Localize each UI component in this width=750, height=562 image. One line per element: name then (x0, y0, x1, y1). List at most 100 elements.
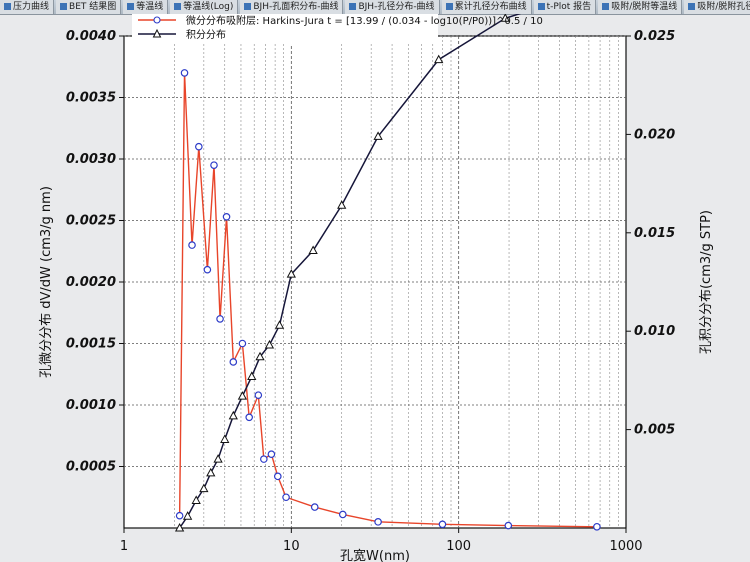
data-point (245, 413, 253, 422)
data-point (199, 483, 209, 493)
data-point (504, 521, 513, 530)
data-point (195, 142, 203, 151)
chart-icon (537, 3, 545, 10)
data-point (374, 518, 382, 526)
tick-labels: 0.0005 0.0010 0.0015 0.0020 0.0025 0.0030 0.00… (66, 29, 675, 554)
data-point (274, 320, 285, 329)
chart: 0.0005 0.0010 0.0015 0.0020 0.0025 0.0030 0.00… (39, 14, 714, 562)
data-point (238, 339, 247, 348)
tab-label: BJH-孔面积分布-曲线 (253, 2, 339, 12)
y-right-tick-label: 0.015 (634, 226, 675, 241)
chart-icon (244, 3, 252, 10)
legend-marker (153, 16, 161, 24)
data-point (286, 269, 296, 278)
legend-box (132, 14, 438, 44)
tab-label: t-Plot 报告 (546, 2, 592, 12)
data-point (593, 522, 601, 531)
tab-bar: 压力曲线 BET 结果图 等温线 等温线(Log) BJH-孔面积分布-曲线 BJH-孔径… (0, 0, 750, 15)
y-left-tick-label: 0.0015 (66, 337, 116, 352)
data-point (247, 371, 257, 380)
data-point (191, 495, 201, 504)
data-point (228, 410, 238, 420)
y-left-tick-label: 0.0025 (66, 214, 116, 229)
y-left-tick-label: 0.0020 (66, 275, 116, 290)
y-left-tick-label: 0.0010 (66, 398, 116, 413)
chart-icon (445, 3, 453, 10)
data-point (373, 131, 383, 140)
x-tick-label: 1000 (609, 539, 642, 554)
data-point (264, 339, 275, 349)
data-point (182, 511, 193, 520)
data-point (237, 391, 248, 400)
chart-icon (349, 3, 357, 10)
data-point (282, 493, 290, 502)
tab-label: 压力曲线 (13, 2, 50, 12)
tab-item[interactable]: t-Plot 报告 (533, 0, 597, 14)
data-point (222, 213, 231, 221)
data-point (180, 69, 189, 77)
tab-label: 吸附/脱附孔径分布 (697, 2, 750, 12)
tab-item[interactable]: 等温线(Log) (170, 0, 239, 14)
data-point (188, 241, 196, 249)
y-right-tick-label: 0.010 (634, 324, 675, 339)
legend-label: 积分分布 (186, 29, 226, 41)
series-line (178, 72, 597, 528)
chart-icon (127, 3, 135, 10)
data-point (206, 467, 216, 477)
data-point (434, 54, 444, 64)
y-left-axis-label: 孔微分分布 dV/dW (cm3/g nm) (39, 186, 54, 378)
tab-label: 吸附/脱附等温线 (611, 2, 678, 12)
series-group (174, 14, 601, 532)
data-point (260, 455, 268, 463)
data-point (229, 358, 238, 366)
data-point (255, 351, 265, 361)
y-left-tick-label: 0.0005 (66, 460, 116, 475)
tab-item[interactable]: BJH-孔径分布-曲线 (345, 0, 440, 14)
x-tick-label: 10 (283, 539, 300, 554)
chart-icon (4, 3, 11, 10)
tab-item[interactable]: BJH-孔面积分布-曲线 (240, 0, 344, 14)
tab-label: BET 结果图 (69, 2, 117, 12)
data-point (174, 522, 185, 532)
tab-label: 累计孔径分布曲线 (454, 2, 527, 12)
tab-label: 等温线 (136, 2, 164, 12)
y-left-tick-label: 0.0035 (66, 91, 116, 106)
tab-item[interactable]: 吸附/脱附等温线 (598, 0, 683, 14)
data-point (500, 14, 510, 22)
tab-item[interactable]: 吸附/脱附孔径分布 (684, 0, 750, 14)
data-point (438, 520, 447, 529)
data-point (337, 200, 347, 209)
data-point (338, 510, 347, 519)
y-left-tick-label: 0.0030 (66, 152, 116, 167)
y-right-tick-label: 0.005 (634, 423, 675, 438)
data-point (220, 434, 230, 443)
data-point (175, 511, 184, 520)
legend: 微分分布吸附层: Harkins-Jura t = [13.99 / (0.03… (132, 14, 543, 44)
tab-item[interactable]: BET 结果图 (56, 0, 122, 14)
x-axis-label: 孔宽W(nm) (340, 548, 410, 562)
data-point (254, 391, 263, 399)
chart-icon (60, 3, 68, 10)
tab-item[interactable]: 压力曲线 (0, 0, 55, 14)
data-point (216, 315, 224, 323)
tab-item[interactable]: 累计孔径分布曲线 (441, 0, 532, 14)
x-tick-label: 1 (120, 539, 128, 554)
data-point (308, 245, 318, 255)
data-point (310, 503, 319, 511)
data-point (267, 450, 276, 459)
tab-label: BJH-孔径分布-曲线 (358, 2, 435, 12)
y-left-tick-label: 0.0040 (66, 29, 116, 44)
data-point (213, 454, 223, 463)
chart-icon (602, 3, 610, 10)
y-right-tick-label: 0.020 (634, 127, 675, 142)
tab-item[interactable]: 等温线 (123, 0, 169, 14)
plot-area (123, 35, 627, 529)
data-point (203, 265, 212, 274)
axis-labels: 孔宽W(nm) 孔微分分布 dV/dW (cm3/g nm) 孔积分分布(cm3/g… (39, 186, 714, 562)
y-right-tick-label: 0.025 (634, 29, 675, 44)
data-point (273, 472, 282, 481)
chart-icon (174, 3, 182, 10)
tab-label: 等温线(Log) (183, 2, 234, 12)
legend-marker (152, 28, 162, 38)
legend-label: 微分分布吸附层: Harkins-Jura t = [13.99 / (0.03… (186, 14, 543, 27)
